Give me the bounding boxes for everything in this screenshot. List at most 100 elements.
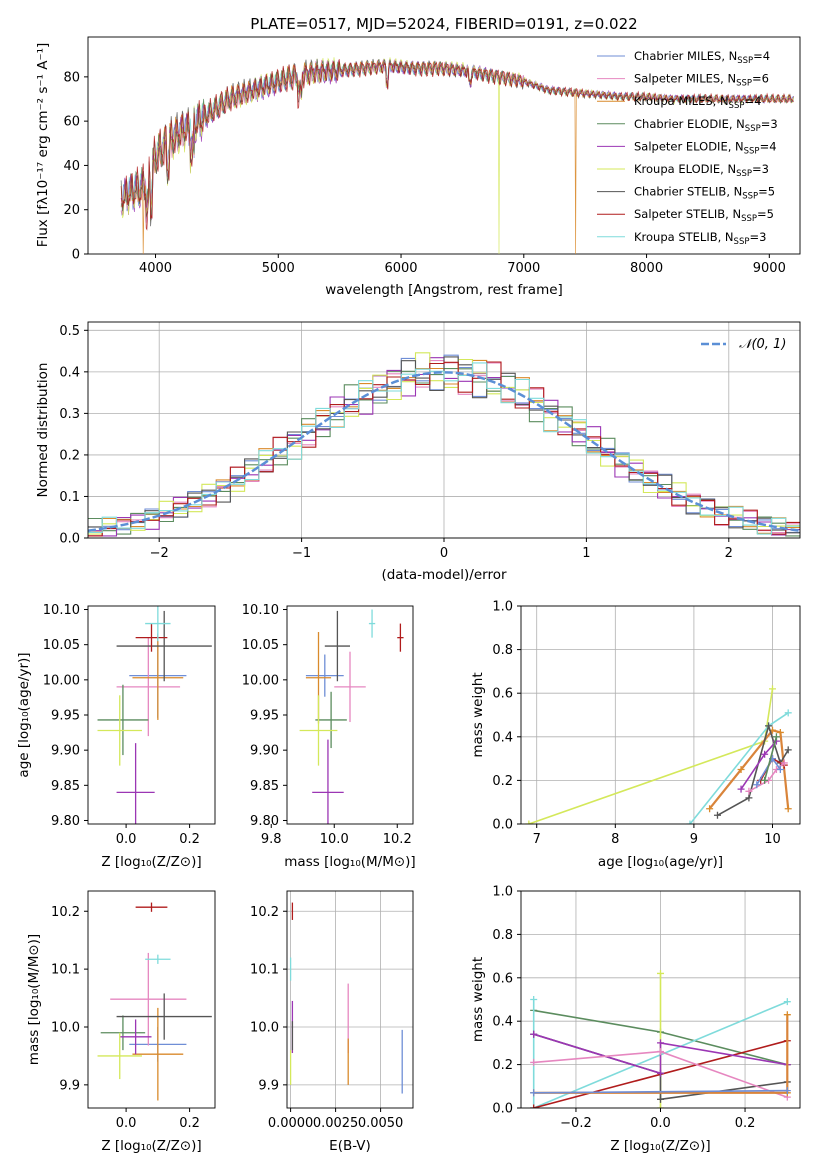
p-wz-marker-kroupa-elodie	[657, 1104, 664, 1108]
p-masse-ytick-label: 10.2	[250, 905, 279, 920]
p-agem-ytick-label: 10.00	[242, 673, 279, 688]
p-massz-errorbar-kroupa-elodie	[97, 1032, 142, 1080]
spectrum-ytick-label: 60	[63, 115, 80, 130]
residual-xtick-label: 2	[725, 546, 733, 561]
p-wz-ytick-label: 0.4	[492, 1015, 513, 1030]
p-wage-marker-chabrier-stelib	[713, 811, 721, 819]
p-agez-errorbar-kroupa-stelib	[145, 606, 171, 642]
residual-ytick-label: 0.4	[59, 365, 80, 380]
p-wage-marker-salpeter-elodie	[737, 785, 745, 793]
spectrum-ytick-label: 40	[63, 159, 80, 174]
residual-xtick-label: 1	[582, 546, 590, 561]
residual-ytick-label: 0.1	[59, 490, 80, 505]
residual-xtick-label: −2	[150, 546, 169, 561]
p-massz-ylabel: mass [log₁₀(M/M⊙)]	[26, 934, 42, 1065]
spectrum-xtick-label: 4000	[139, 261, 172, 276]
spectrum-xtick-label: 8000	[630, 261, 663, 276]
spectrum-xticks: 4000 5000 6000 7000 8000 9000	[139, 254, 786, 276]
p-wz-ylabel: mass weight	[470, 957, 486, 1042]
p-agem-ytick-label: 9.90	[250, 744, 279, 759]
p-wz-marker-salpeter-elodie	[530, 1030, 538, 1038]
age-vs-mass-panel: 9.8 10.0 10.2 9.80 9.85 9.90 9.95 10.00 10.05 10.…	[242, 603, 416, 870]
spectrum-legend-label-salpeter-miles: Salpeter MILES, NSSP=6	[634, 72, 769, 89]
p-wage-marker-salpeter-miles	[780, 759, 788, 767]
p-wz-marker-salpeter-elodie	[657, 1039, 664, 1047]
p-agez-errorbar-salpeter-elodie	[116, 743, 155, 824]
spectrum-xtick-label: 6000	[384, 261, 417, 276]
spectrum-xtick-label: 7000	[507, 261, 540, 276]
p-agem-errorbar-salpeter-miles	[334, 651, 366, 723]
p-wage-ytick-label: 0.6	[492, 687, 513, 702]
p-wz-marker-kroupa-stelib	[783, 998, 791, 1006]
spectrum-legend-label-kroupa-miles: Kroupa MILES, NSSP=4	[634, 94, 761, 111]
spectrum-legend: Chabrier MILES, NSSP=4 Salpeter MILES, NS…	[597, 49, 778, 247]
p-massz-ytick-label: 10.0	[51, 1020, 80, 1035]
residual-xticks: −2 −1 0 1 2	[150, 538, 733, 561]
p-agem-ytick-label: 10.05	[242, 638, 279, 653]
p-massz-ytick-label: 9.9	[59, 1078, 80, 1093]
p-massz-errorbar-salpeter-miles	[110, 952, 187, 1046]
p-wage-marker-chabrier-stelib	[784, 746, 792, 754]
p-wage-ytick-label: 0.8	[492, 643, 513, 658]
p-masse-axes-frame	[286, 890, 414, 1109]
p-agem-xtick-label: 10.0	[320, 832, 349, 847]
p-agez-errorbar-chabrier-stelib	[116, 610, 212, 682]
p-wage-xtick-label: 7	[533, 832, 541, 847]
p-massz-errorbar-salpeter-stelib	[135, 902, 168, 912]
mass-vs-z-panel: 0.0 0.2 9.9 10.0 10.1 10.2 Z [log₁₀(Z/Z⊙)] mass…	[26, 890, 216, 1154]
p-agem-xtick-label: 9.8	[261, 832, 282, 847]
spectrum-legend-label-kroupa-stelib: Kroupa STELIB, NSSP=3	[634, 230, 766, 247]
p-wz-marks	[530, 969, 791, 1108]
p-massz-errorbar-kroupa-stelib	[145, 954, 171, 964]
p-agem-errorbar-salpeter-elodie	[312, 739, 344, 824]
p-agem-ytick-label: 9.80	[250, 814, 279, 829]
p-wz-marker-kroupa-stelib	[530, 996, 538, 1003]
spectrum-yticks: 0 20 40 60 80	[63, 70, 88, 263]
p-wz-ytick-label: 0.2	[492, 1058, 513, 1073]
p-agez-ytick-label: 9.85	[51, 779, 80, 794]
p-wage-axes-frame	[520, 605, 801, 825]
residual-ytick-label: 0.2	[59, 448, 80, 463]
p-wage-marker-chabrier-stelib	[765, 722, 773, 730]
p-wage-marker-kroupa-stelib	[784, 709, 792, 717]
spectrum-xtick-label: 5000	[262, 261, 295, 276]
p-wz-marker-chabrier-stelib	[657, 1095, 664, 1103]
residual-gauss-curve	[87, 371, 801, 532]
p-wz-marker-kroupa-miles	[783, 1011, 791, 1019]
age-vs-z-panel: 0.0 0.2 9.80 9.85 9.90 9.95 10.00 10.05 10.10 Z […	[16, 603, 216, 870]
p-wz-marker-salpeter-elodie	[657, 1069, 664, 1077]
spectrum-ylabel: Flux [fλ10⁻¹⁷ erg cm⁻² s⁻¹ A⁻¹]	[35, 43, 51, 248]
p-wz-marker-chabrier-miles	[783, 1087, 791, 1095]
p-agez-ytick-label: 10.10	[43, 603, 80, 618]
p-wage-marker-kroupa-miles	[784, 805, 792, 813]
residual-legend-label: 𝒩(0, 1)	[739, 337, 786, 352]
p-massz-axes-frame	[87, 890, 216, 1109]
p-wz-xlabel: Z [log₁₀(Z/Z⊙)]	[610, 1138, 710, 1154]
p-masse-xtick-label: 0.0025	[313, 1116, 359, 1131]
spectrum-line-kroupa-miles	[120, 60, 794, 255]
p-massz-xlabel: Z [log₁₀(Z/Z⊙)]	[101, 1138, 201, 1154]
p-wz-xtick-label: 0.2	[735, 1116, 756, 1131]
p-wage-marker-kroupa-elodie	[525, 820, 533, 824]
spectrum-ytick-label: 80	[63, 70, 80, 85]
p-massz-errorbar-kroupa-miles	[132, 1007, 184, 1101]
spectrum-legend-label-kroupa-elodie: Kroupa ELODIE, NSSP=3	[634, 162, 769, 179]
spectrum-panel: 4000 5000 6000 7000 8000 9000 0 20 40 60 80 wavel…	[35, 36, 801, 298]
p-wage-xtick-label: 10	[764, 832, 781, 847]
p-wz-ytick-label: 0.0	[492, 1102, 513, 1117]
p-wage-marker-kroupa-miles	[776, 728, 784, 736]
p-agez-ylabel: age [log₁₀(age/yr)]	[16, 652, 32, 777]
p-wage-marker-kroupa-elodie	[768, 685, 776, 693]
p-wz-marker-salpeter-miles	[530, 1058, 538, 1066]
p-wz-marker-salpeter-stelib	[530, 1104, 538, 1108]
figure-title: PLATE=0517, MJD=52024, FIBERID=0191, z=0…	[250, 15, 637, 33]
p-massz-errorbar-chabrier-stelib	[116, 993, 212, 1040]
p-wage-marker-chabrier-stelib	[745, 794, 753, 802]
p-agez-errorbar-chabrier-elodie	[97, 684, 149, 756]
p-wage-ylabel: mass weight	[470, 672, 486, 757]
p-wage-xtick-label: 8	[611, 832, 619, 847]
p-agem-ytick-label: 9.95	[250, 709, 279, 724]
p-agez-xtick-label: 0.2	[179, 832, 200, 847]
spectrum-legend-label-chabrier-stelib: Chabrier STELIB, NSSP=5	[634, 185, 775, 202]
p-wage-xlabel: age [log₁₀(age/yr)]	[598, 854, 723, 870]
